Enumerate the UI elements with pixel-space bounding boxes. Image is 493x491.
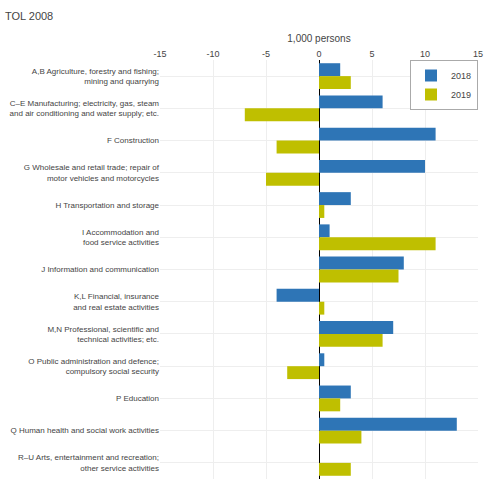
svg-text:15: 15 — [473, 49, 483, 59]
svg-text:5: 5 — [369, 49, 374, 59]
svg-text:G Wholesale and retail trade;: G Wholesale and retail trade; repair ofm… — [24, 163, 160, 182]
svg-text:10: 10 — [420, 49, 430, 59]
svg-text:A,B Agriculture, forestry and: A,B Agriculture, forestry and fishing;mi… — [32, 67, 159, 86]
svg-text:O Public administration and de: O Public administration and defence;comp… — [28, 357, 159, 376]
svg-text:C–E Manufacturing; electricity: C–E Manufacturing; electricity, gas, ste… — [10, 99, 160, 118]
svg-text:2019: 2019 — [451, 90, 471, 100]
svg-text:0: 0 — [316, 49, 321, 59]
svg-text:1,000 persons: 1,000 persons — [287, 33, 350, 44]
svg-text:TOL 2008: TOL 2008 — [5, 10, 53, 22]
svg-text:K,L Financial, insuranceand re: K,L Financial, insuranceand real estate … — [73, 292, 159, 311]
svg-text:2018: 2018 — [451, 71, 471, 81]
svg-text:H Transportation and storage: H Transportation and storage — [55, 201, 159, 210]
svg-text:M,N Professional, scientific a: M,N Professional, scientific andtechnica… — [47, 325, 159, 344]
svg-text:-15: -15 — [153, 49, 166, 59]
svg-text:-10: -10 — [206, 49, 219, 59]
svg-text:J Information and communicatio: J Information and communication — [41, 265, 159, 274]
svg-text:P Education: P Education — [116, 394, 159, 403]
svg-text:F Construction: F Construction — [107, 136, 159, 145]
svg-text:R–U Arts, entertainment and re: R–U Arts, entertainment and recreation;o… — [18, 453, 159, 472]
svg-text:Q Human health and social work: Q Human health and social work activitie… — [10, 426, 159, 435]
svg-text:-5: -5 — [262, 49, 270, 59]
svg-text:I Accommodation andfood servic: I Accommodation andfood service activiti… — [82, 228, 159, 247]
